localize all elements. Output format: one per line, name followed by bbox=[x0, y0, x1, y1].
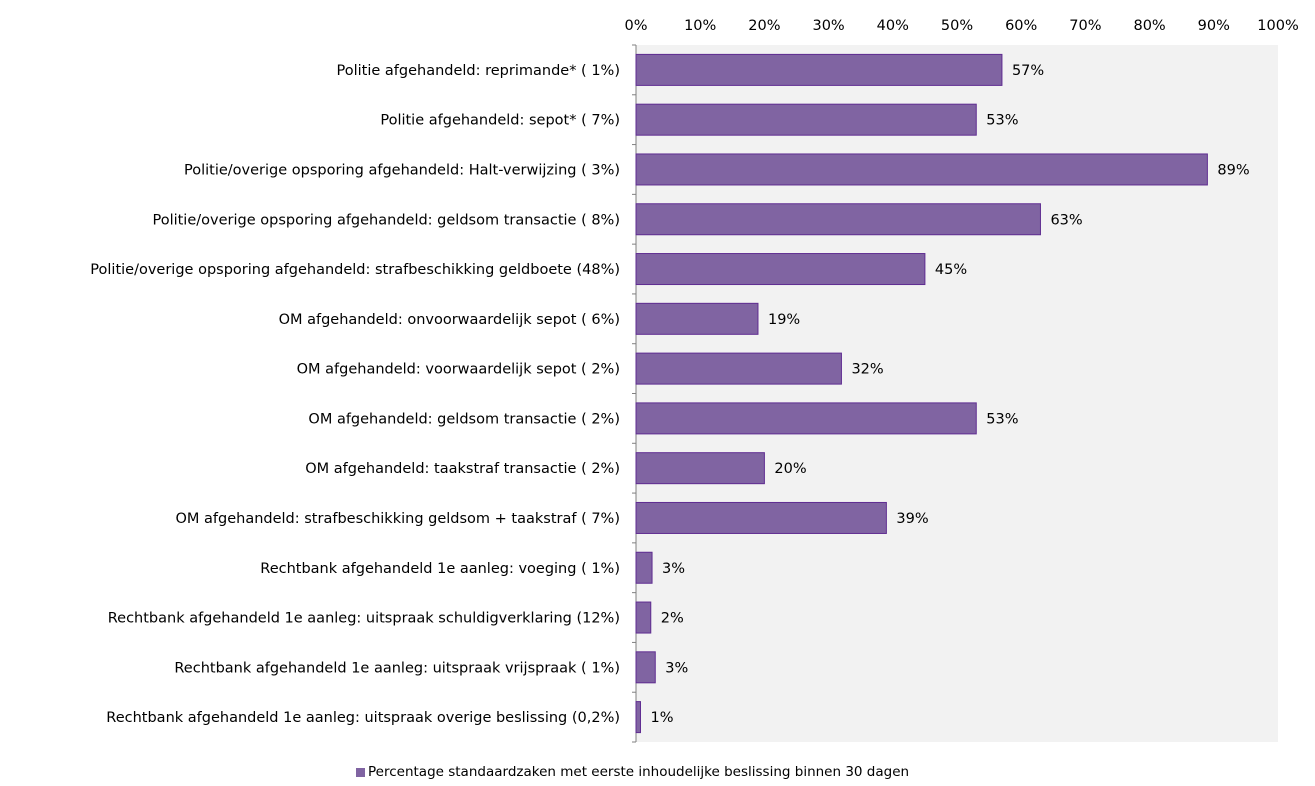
legend: Percentage standaardzaken met eerste inh… bbox=[356, 764, 909, 780]
category-label: Rechtbank afgehandeld 1e aanleg: uitspra… bbox=[108, 611, 620, 627]
data-label: 39% bbox=[896, 511, 928, 527]
category-label: OM afgehandeld: onvoorwaardelijk sepot (… bbox=[279, 312, 620, 328]
category-label: Politie/overige opsporing afgehandeld: H… bbox=[184, 162, 620, 178]
category-label: OM afgehandeld: taakstraf transactie ( 2… bbox=[305, 461, 620, 477]
category-label: OM afgehandeld: strafbeschikking geldsom… bbox=[175, 511, 620, 527]
x-tick-label: 100% bbox=[1257, 18, 1298, 34]
data-label: 45% bbox=[935, 262, 967, 278]
x-axis: 0% 10% 20% 30% 40% 50% 60% 70% 80% 90% 100% bbox=[624, 18, 1298, 34]
bar bbox=[635, 651, 656, 684]
x-tick-label: 20% bbox=[748, 18, 780, 34]
bar bbox=[635, 153, 1208, 186]
bar bbox=[635, 53, 1003, 86]
plot-area bbox=[632, 44, 1278, 743]
category-label: Rechtbank afgehandeld 1e aanleg: uitspra… bbox=[174, 660, 620, 676]
bars bbox=[635, 53, 1208, 734]
bar bbox=[635, 501, 887, 534]
data-label: 53% bbox=[986, 113, 1018, 129]
data-label: 2% bbox=[661, 611, 684, 627]
bar bbox=[635, 701, 641, 734]
bar bbox=[635, 601, 652, 634]
bar bbox=[635, 551, 653, 584]
bar bbox=[635, 253, 926, 286]
y-axis: Politie afgehandeld: reprimande* ( 1%) Po… bbox=[90, 63, 620, 726]
data-label: 53% bbox=[986, 411, 1018, 427]
x-tick-label: 0% bbox=[624, 18, 647, 34]
data-label: 63% bbox=[1050, 212, 1082, 228]
bar bbox=[635, 402, 977, 435]
data-label: 3% bbox=[662, 561, 685, 577]
category-label: Politie/overige opsporing afgehandeld: g… bbox=[152, 212, 620, 228]
x-tick-label: 40% bbox=[877, 18, 909, 34]
bar bbox=[635, 452, 765, 485]
bar bbox=[635, 302, 759, 335]
data-label: 3% bbox=[665, 660, 688, 676]
data-label: 19% bbox=[768, 312, 800, 328]
x-tick-label: 10% bbox=[684, 18, 716, 34]
bar bbox=[635, 103, 977, 136]
data-label: 32% bbox=[851, 362, 883, 378]
data-labels: 57% 53% 89% 63% 45% 19% 32% 53% 20% 39% 3% 2% 3% 1% bbox=[650, 63, 1249, 726]
category-label: Politie afgehandeld: sepot* ( 7%) bbox=[380, 113, 620, 129]
plot-background bbox=[636, 45, 1278, 742]
x-tick-label: 90% bbox=[1198, 18, 1230, 34]
category-label: Rechtbank afgehandeld 1e aanleg: voeging… bbox=[260, 561, 620, 577]
bar bbox=[635, 203, 1041, 236]
data-label: 1% bbox=[650, 710, 673, 726]
category-label: Rechtbank afgehandeld 1e aanleg: uitspra… bbox=[106, 710, 620, 726]
x-tick-label: 70% bbox=[1069, 18, 1101, 34]
category-label: OM afgehandeld: voorwaardelijk sepot ( 2… bbox=[297, 362, 620, 378]
data-label: 89% bbox=[1217, 162, 1249, 178]
data-label: 57% bbox=[1012, 63, 1044, 79]
category-label: OM afgehandeld: geldsom transactie ( 2%) bbox=[308, 411, 620, 427]
x-tick-label: 50% bbox=[941, 18, 973, 34]
x-tick-label: 80% bbox=[1133, 18, 1165, 34]
category-label: Politie afgehandeld: reprimande* ( 1%) bbox=[336, 63, 620, 79]
x-tick-label: 30% bbox=[812, 18, 844, 34]
legend-swatch bbox=[356, 767, 365, 777]
x-tick-label: 60% bbox=[1005, 18, 1037, 34]
legend-label: Percentage standaardzaken met eerste inh… bbox=[368, 764, 910, 780]
bar bbox=[635, 352, 842, 385]
data-label: 20% bbox=[774, 461, 806, 477]
category-label: Politie/overige opsporing afgehandeld: s… bbox=[90, 262, 620, 278]
